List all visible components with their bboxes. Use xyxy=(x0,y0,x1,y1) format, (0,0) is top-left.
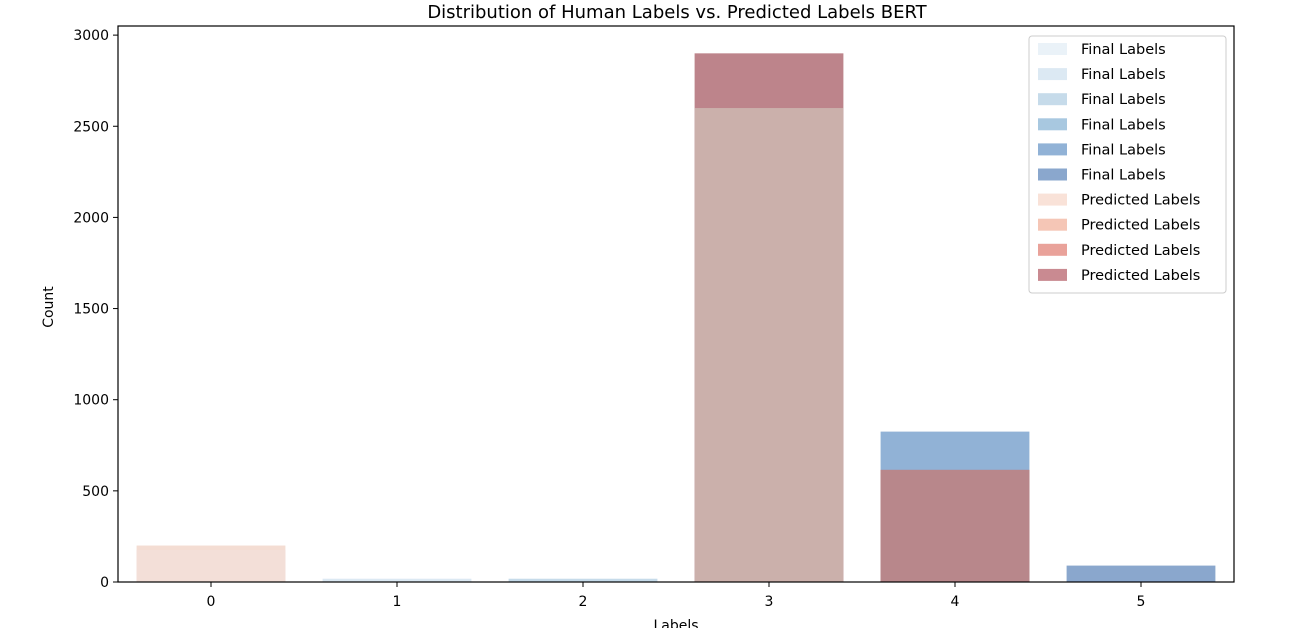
y-tick-label: 2500 xyxy=(73,119,109,135)
legend-label: Final Labels xyxy=(1081,67,1166,83)
legend-label: Final Labels xyxy=(1081,92,1166,108)
plot-frame xyxy=(117,25,1235,583)
y-axis-label: Count xyxy=(41,286,57,328)
bar-overlap-4 xyxy=(880,469,1030,582)
legend: Final Labels Final Labels Final Labels Fina… xyxy=(1028,35,1227,294)
x-tick-label: 2 xyxy=(579,594,588,610)
x-tick-label: 3 xyxy=(765,594,774,610)
legend-label: Predicted Labels xyxy=(1081,243,1200,259)
legend-label: Predicted Labels xyxy=(1081,268,1200,284)
y-tick-label: 3000 xyxy=(73,28,109,44)
x-tick-label: 4 xyxy=(951,594,960,610)
x-tick-label: 5 xyxy=(1137,594,1146,610)
legend-swatch xyxy=(1038,193,1067,206)
legend-swatch xyxy=(1038,143,1067,156)
legend-label: Predicted Labels xyxy=(1081,218,1200,234)
legend-label: Final Labels xyxy=(1081,142,1166,158)
bar-overlap-0 xyxy=(136,550,286,582)
legend-swatch xyxy=(1038,118,1067,131)
axes-layer: 0 1 2 3 4 5 0 500 1000 1500 2000 2500 3000 xyxy=(73,25,1235,610)
legend-swatch xyxy=(1038,243,1067,256)
legend-label: Final Labels xyxy=(1081,168,1166,184)
legend-swatch xyxy=(1038,93,1067,106)
x-axis-label: Labels xyxy=(653,618,698,628)
legend-swatch xyxy=(1038,268,1067,281)
legend-label: Final Labels xyxy=(1081,117,1166,133)
legend-box xyxy=(1028,35,1227,294)
y-tick-label: 0 xyxy=(100,575,109,591)
chart-title: Distribution of Human Labels vs. Predict… xyxy=(427,2,927,23)
y-tick-label: 500 xyxy=(82,484,109,500)
bars-layer xyxy=(136,53,1216,583)
legend-swatch xyxy=(1038,218,1067,231)
y-tick-label: 2000 xyxy=(73,210,109,226)
bar-final-5 xyxy=(1066,565,1216,582)
legend-label: Final Labels xyxy=(1081,42,1166,58)
y-tick-label: 1000 xyxy=(73,393,109,409)
x-tick-label: 0 xyxy=(207,594,216,610)
x-tick-label: 1 xyxy=(393,594,402,610)
bar-final-2 xyxy=(508,578,658,582)
bar-final-1 xyxy=(322,578,472,582)
legend-swatch xyxy=(1038,168,1067,181)
legend-swatch xyxy=(1038,68,1067,81)
y-tick-label: 1500 xyxy=(73,302,109,318)
legend-label: Predicted Labels xyxy=(1081,193,1200,209)
bar-overlap-3 xyxy=(694,108,844,583)
legend-swatch xyxy=(1038,43,1067,55)
